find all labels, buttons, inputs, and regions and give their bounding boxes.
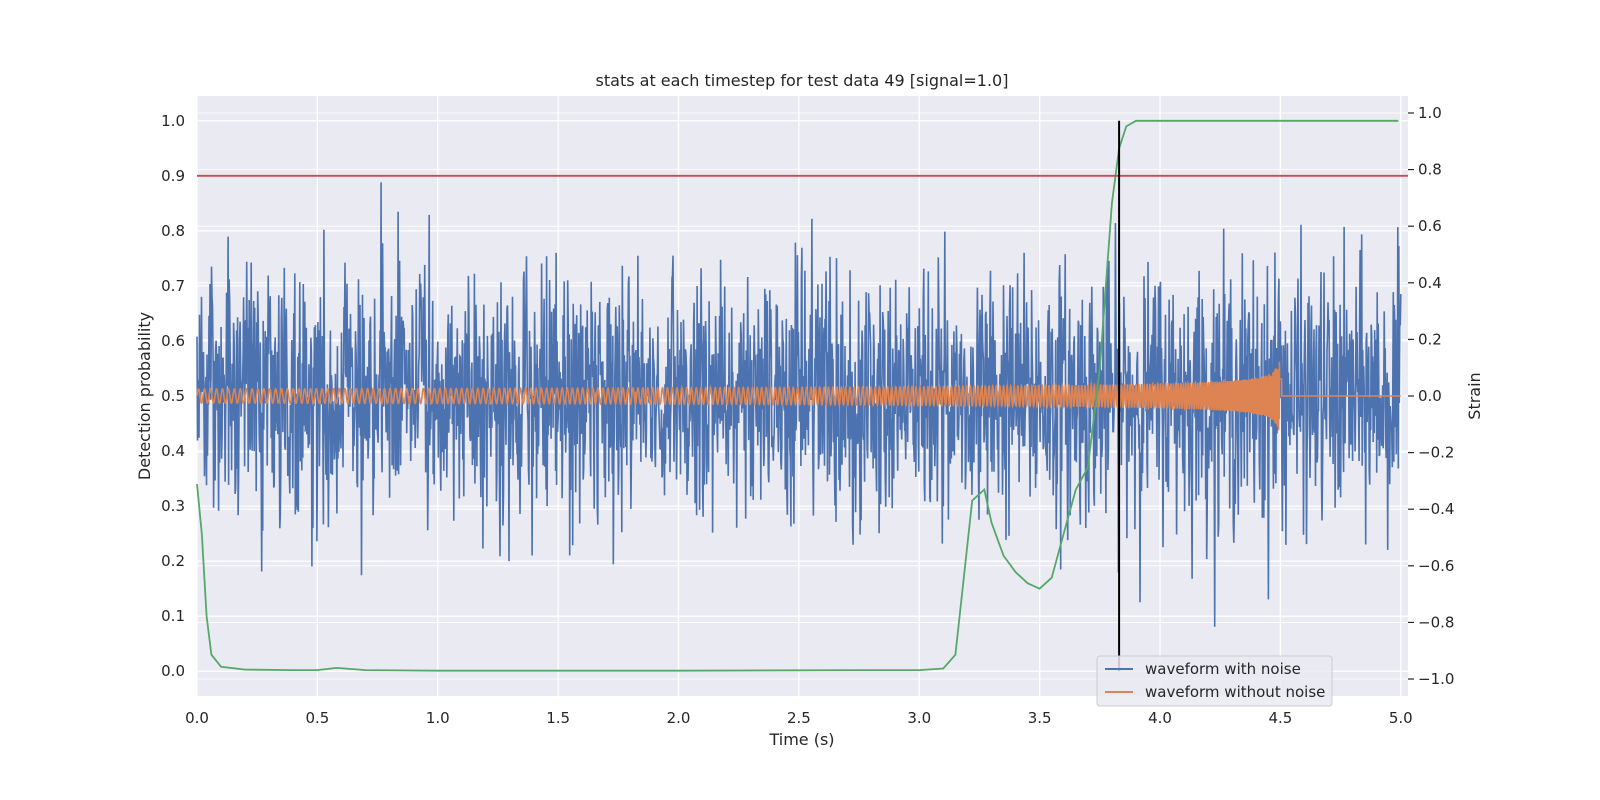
y-left-tick-label: 0.1 bbox=[161, 607, 185, 625]
y-right-tick-label: −0.4 bbox=[1418, 500, 1454, 518]
y-right-tick-label: −0.8 bbox=[1418, 613, 1454, 631]
y-left-tick-label: 0.5 bbox=[161, 387, 185, 405]
y-right-tick-label: 0.6 bbox=[1418, 217, 1442, 235]
series-waveform-with-noise bbox=[196, 182, 1402, 627]
y-left-tick-label: 0.2 bbox=[161, 552, 185, 570]
x-axis-label: Time (s) bbox=[768, 730, 834, 749]
legend-label-noisy: waveform with noise bbox=[1145, 660, 1301, 678]
legend: waveform with noise waveform without noi… bbox=[1096, 655, 1333, 707]
legend-label-clean: waveform without noise bbox=[1145, 683, 1325, 701]
legend-box bbox=[1096, 655, 1333, 707]
y-right-tick-label: −0.2 bbox=[1418, 444, 1454, 462]
x-tick-label: 3.0 bbox=[907, 709, 931, 727]
y-right-tick-label: 0.4 bbox=[1418, 274, 1442, 292]
x-axis-ticks: 0.0 0.5 1.0 1.5 2.0 2.5 3.0 3.5 4.0 4.5 5.0 bbox=[185, 709, 1413, 727]
series-detection-probability bbox=[196, 119, 1399, 672]
left-y-axis-label: Detection probability bbox=[135, 312, 154, 480]
y-left-tick-label: 0.8 bbox=[161, 222, 185, 240]
y-left-tick-label: 0.4 bbox=[161, 442, 185, 460]
x-tick-label: 1.5 bbox=[546, 709, 570, 727]
x-tick-label: 3.5 bbox=[1028, 709, 1052, 727]
x-tick-label: 4.0 bbox=[1148, 709, 1172, 727]
y-right-tick-label: 0.0 bbox=[1418, 387, 1442, 405]
y-left-tick-label: 1.0 bbox=[161, 112, 185, 130]
left-y-axis-ticks: 0.0 0.1 0.2 0.3 0.4 0.5 0.6 0.7 0.8 0.9 1.0 bbox=[161, 112, 185, 680]
x-tick-label: 1.0 bbox=[426, 709, 450, 727]
y-left-tick-label: 0.7 bbox=[161, 277, 185, 295]
x-tick-label: 5.0 bbox=[1389, 709, 1413, 727]
y-right-tick-label: −1.0 bbox=[1418, 670, 1454, 688]
y-right-tick-label: 1.0 bbox=[1418, 104, 1442, 122]
x-tick-label: 0.5 bbox=[305, 709, 329, 727]
series-waveform-without-noise bbox=[196, 361, 1401, 431]
y-right-tick-label: 0.2 bbox=[1418, 330, 1442, 348]
y-left-tick-label: 0.3 bbox=[161, 497, 185, 515]
y-left-tick-label: 0.9 bbox=[161, 167, 185, 185]
x-tick-label: 2.0 bbox=[667, 709, 691, 727]
chart-title: stats at each timestep for test data 49 … bbox=[596, 71, 1009, 90]
y-right-tick-label: 0.8 bbox=[1418, 161, 1442, 179]
right-y-axis-ticks: −1.0 −0.8 −0.6 −0.4 −0.2 0.0 0.2 0.4 0.6 0.8 1.0 bbox=[1408, 104, 1454, 688]
right-y-axis-label: Strain bbox=[1465, 372, 1484, 419]
y-left-tick-label: 0.6 bbox=[161, 332, 185, 350]
x-tick-label: 2.5 bbox=[787, 709, 811, 727]
x-tick-label: 4.5 bbox=[1268, 709, 1292, 727]
plot-area bbox=[196, 119, 1408, 672]
y-left-tick-label: 0.0 bbox=[161, 662, 185, 680]
y-right-tick-label: −0.6 bbox=[1418, 557, 1454, 575]
x-tick-label: 0.0 bbox=[185, 709, 209, 727]
